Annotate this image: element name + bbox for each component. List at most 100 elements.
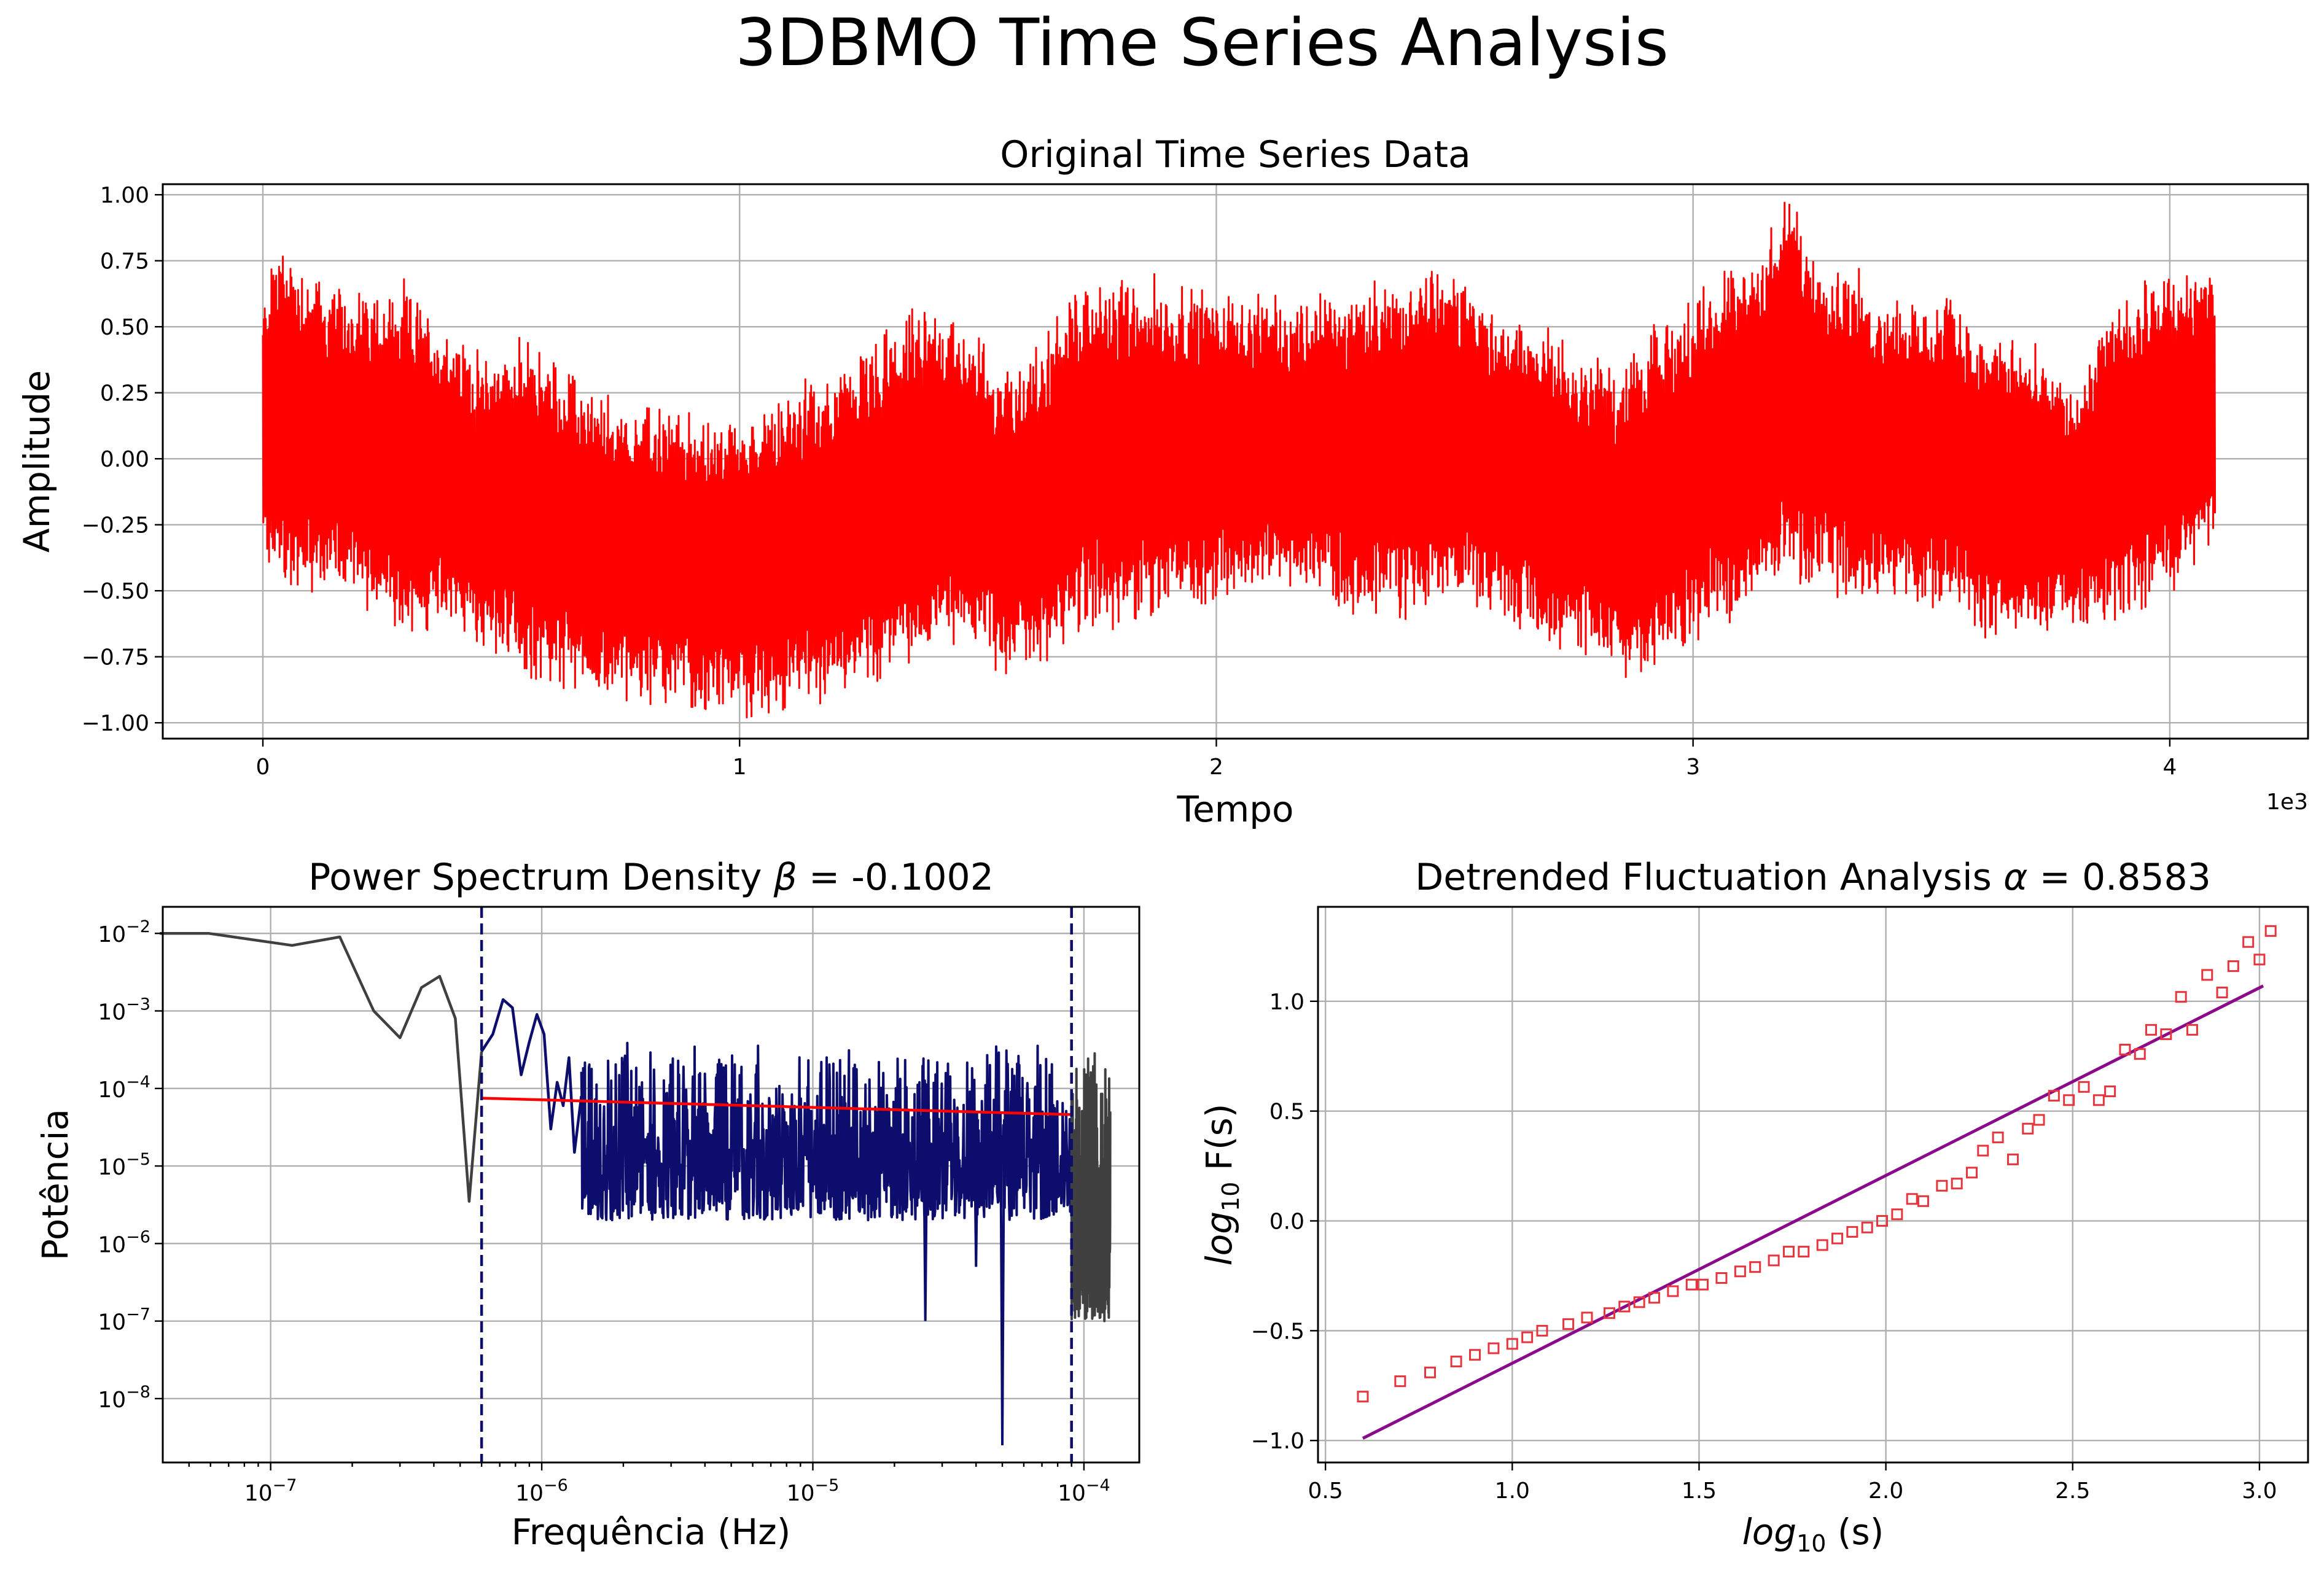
ts-ytick-label: −0.50 bbox=[82, 579, 149, 604]
ts-ytick-label: 0.75 bbox=[100, 249, 149, 274]
dfa-point bbox=[1749, 1261, 1761, 1273]
dfa-point bbox=[1468, 1349, 1481, 1361]
dfa-point bbox=[1977, 1144, 1989, 1157]
dfa-point bbox=[1798, 1246, 1810, 1258]
time-series-title: Original Time Series Data bbox=[1000, 133, 1471, 176]
dfa-point bbox=[1846, 1225, 1858, 1238]
dfa-frame bbox=[1317, 906, 2309, 1464]
psd-ticks: 10−7 10−6 10−5 10−410−210−310−410−510−610−7… bbox=[98, 917, 1110, 1506]
time-series-x-multiplier: 1e3 bbox=[2266, 790, 2308, 815]
dfa-point bbox=[1831, 1232, 1844, 1245]
dfa-point bbox=[1861, 1221, 1873, 1233]
dfa-xlabel-sub: 10 bbox=[1796, 1530, 1826, 1557]
psd-ylabel: Potência bbox=[34, 1109, 76, 1260]
ts-ytick-label: 1.00 bbox=[100, 183, 149, 208]
psd-title-prefix: Power Spectrum Density bbox=[308, 856, 773, 899]
figure-title: 3DBMO Time Series Analysis bbox=[735, 5, 1669, 80]
dfa-point bbox=[2078, 1081, 2090, 1093]
dfa-ytick-label: −1.0 bbox=[1251, 1429, 1304, 1454]
psd-frame bbox=[162, 906, 1141, 1464]
dfa-grid bbox=[1318, 907, 2308, 1462]
dfa-point bbox=[1633, 1296, 1645, 1308]
dfa-point bbox=[2145, 1023, 2158, 1036]
psd-xtick-label: 10−4 bbox=[1058, 1476, 1110, 1506]
psd-ytick-label-exponent: −7 bbox=[126, 1305, 150, 1324]
ts-ytick-label: −0.25 bbox=[82, 513, 149, 538]
dfa-point bbox=[1936, 1179, 1948, 1192]
dfa-point bbox=[1648, 1292, 1660, 1304]
psd-ytick-label-exponent: −5 bbox=[126, 1150, 150, 1169]
ts-xtick-label: 4 bbox=[2162, 755, 2177, 780]
dfa-point bbox=[2253, 954, 2266, 966]
dfa-point bbox=[2201, 969, 2213, 981]
psd-ytick-label-exponent: −3 bbox=[126, 995, 150, 1014]
psd-xtick-label: 10−6 bbox=[515, 1476, 568, 1506]
dfa-point bbox=[1357, 1391, 1369, 1403]
dfa-point bbox=[1450, 1355, 1462, 1367]
dfa-xtick-label: 0.5 bbox=[1308, 1478, 1343, 1504]
dfa-point bbox=[1603, 1307, 1615, 1319]
psd-xtick-label-exponent: −6 bbox=[544, 1476, 568, 1495]
ts-series-line bbox=[262, 201, 2217, 719]
psd-ytick-label-exponent: −4 bbox=[126, 1073, 150, 1092]
dfa-point bbox=[1876, 1215, 1889, 1227]
dfa-panel: 0.5 1.0 1.5 2.0 2.5 3.0 1.0 0.5 0.0 −0.5 −1.0 Detr… bbox=[1198, 856, 2309, 1557]
dfa-point bbox=[2242, 936, 2255, 948]
ts-xtick-label: 0 bbox=[256, 755, 270, 780]
psd-ytick-label-exponent: −2 bbox=[126, 917, 150, 936]
dfa-point bbox=[1581, 1311, 1593, 1324]
ts-xtick-label: 3 bbox=[1686, 755, 1700, 780]
dfa-point bbox=[1521, 1331, 1534, 1343]
dfa-point bbox=[1667, 1285, 1679, 1297]
dfa-point bbox=[1715, 1272, 1728, 1284]
psd-fit-range-noise bbox=[580, 1041, 1073, 1222]
psd-dip bbox=[999, 1111, 1006, 1445]
psd-xtick-label: 10−7 bbox=[244, 1476, 297, 1506]
dfa-point bbox=[1536, 1324, 1548, 1337]
psd-xtick-label: 10−5 bbox=[787, 1476, 840, 1506]
dfa-point bbox=[2186, 1023, 2198, 1036]
dfa-point bbox=[2022, 1122, 2034, 1135]
dfa-marks bbox=[1357, 925, 2277, 1440]
dfa-point bbox=[1992, 1132, 2004, 1144]
dfa-xlabel: log10 (s) bbox=[1742, 1511, 1884, 1557]
dfa-title-prefix: Detrended Fluctuation Analysis bbox=[1415, 856, 2003, 899]
dfa-title-value: = 0.8583 bbox=[2028, 856, 2211, 899]
psd-ytick-label: 10−6 bbox=[98, 1227, 150, 1257]
dfa-point bbox=[1768, 1254, 1780, 1267]
dfa-xtick-label: 3.0 bbox=[2242, 1478, 2277, 1504]
psd-ytick-label-base: 10 bbox=[98, 1232, 126, 1257]
dfa-title-symbol: α bbox=[2003, 856, 2028, 899]
dfa-xlabel-rest: (s) bbox=[1826, 1511, 1884, 1553]
dfa-xtick-label: 2.0 bbox=[1868, 1478, 1903, 1504]
psd-ytick-label-exponent: −8 bbox=[126, 1383, 150, 1402]
dfa-xtick-label: 1.0 bbox=[1495, 1478, 1530, 1504]
psd-xtick-label-exponent: −4 bbox=[1086, 1476, 1110, 1495]
dfa-point bbox=[1394, 1375, 1406, 1388]
dfa-xtick-label: 1.5 bbox=[1682, 1478, 1717, 1504]
ts-ytick-label: 0.25 bbox=[100, 381, 149, 406]
psd-low-frequency-line bbox=[160, 931, 483, 1203]
psd-ytick-label: 10−5 bbox=[98, 1150, 150, 1180]
psd-xtick-label-base: 10 bbox=[787, 1481, 815, 1506]
ts-ytick-label: −0.75 bbox=[82, 645, 149, 670]
psd-ytick-label-base: 10 bbox=[98, 1000, 126, 1025]
dfa-ticks: 0.5 1.0 1.5 2.0 2.5 3.0 1.0 0.5 0.0 −0.5 −1.0 bbox=[1251, 990, 2277, 1504]
psd-ytick-label: 10−2 bbox=[98, 917, 150, 947]
dfa-point bbox=[2227, 960, 2239, 973]
psd-title-value: = -0.1002 bbox=[797, 856, 994, 899]
psd-ytick-label-base: 10 bbox=[98, 1388, 126, 1413]
dfa-point bbox=[1618, 1300, 1631, 1313]
dfa-point bbox=[1734, 1265, 1746, 1278]
ts-ytick-label: −1.00 bbox=[82, 711, 149, 736]
dfa-ylabel: log10 F(s) bbox=[1198, 1103, 1244, 1265]
dfa-point bbox=[2006, 1153, 2019, 1165]
psd-ytick-label-base: 10 bbox=[98, 1310, 126, 1335]
dfa-point bbox=[1966, 1167, 1978, 1179]
time-series-xlabel: Tempo bbox=[1176, 788, 1293, 830]
psd-tail-noise bbox=[1070, 1052, 1112, 1322]
psd-ytick-label: 10−7 bbox=[98, 1305, 150, 1335]
time-series-ticks: 0 1 2 3 4 1.00 0.75 0.50 0.25 0.00 −0.25 −0.50 −0.75… bbox=[82, 183, 2177, 780]
dfa-point bbox=[2175, 991, 2187, 1003]
